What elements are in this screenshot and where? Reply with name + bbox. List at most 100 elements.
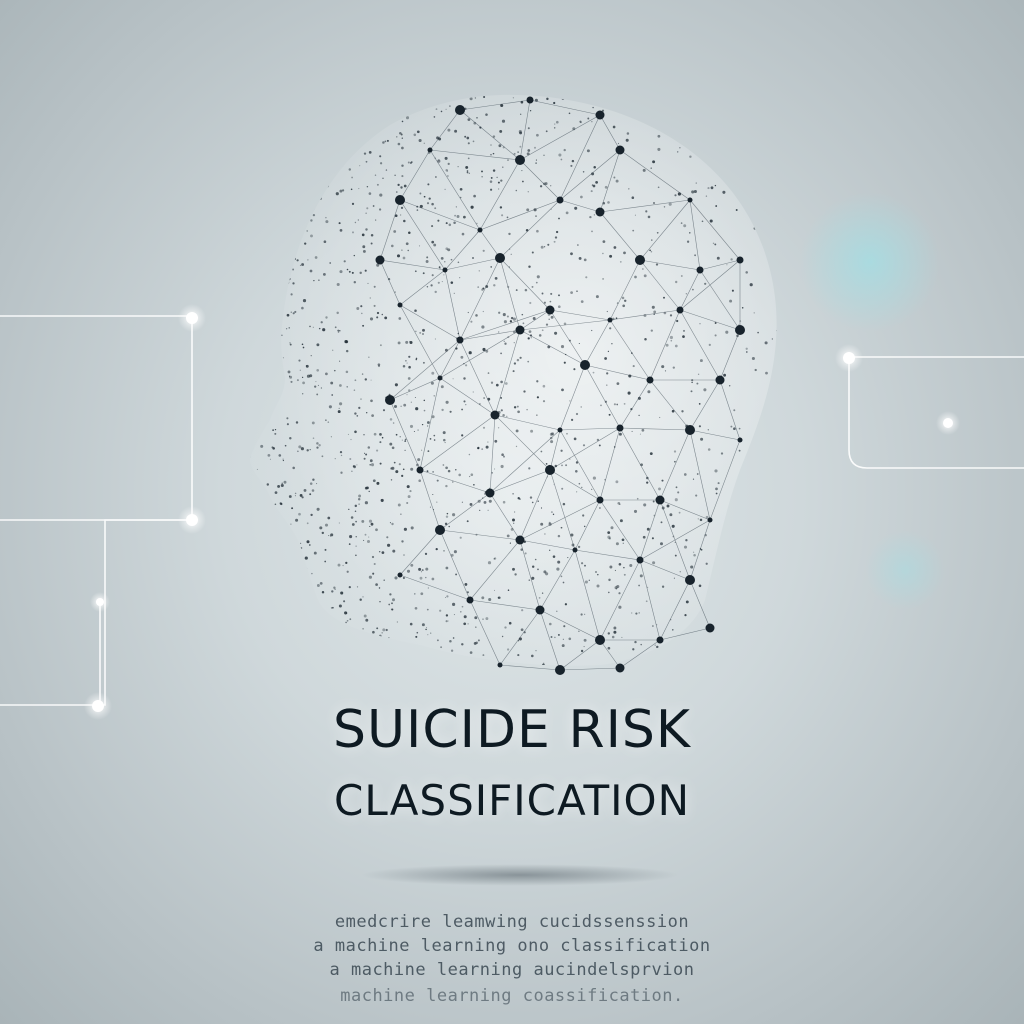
- network-edge: [649, 379, 691, 431]
- teal-glow: [865, 530, 945, 610]
- network-edge: [479, 199, 561, 231]
- network-edge: [469, 599, 541, 611]
- network-edge: [639, 259, 681, 311]
- title-shadow: [360, 864, 680, 886]
- network-edge: [419, 377, 441, 471]
- network-edge: [399, 149, 431, 201]
- network-edge: [429, 149, 481, 231]
- network-edge: [659, 579, 691, 641]
- network-node: [616, 424, 624, 432]
- network-node: [497, 662, 503, 668]
- network-edge: [599, 211, 641, 261]
- network-edge: [444, 229, 481, 271]
- network-node: [515, 325, 525, 335]
- network-node: [526, 96, 534, 104]
- network-edge: [499, 257, 521, 331]
- network-edge: [639, 259, 701, 271]
- network-edge: [609, 319, 651, 381]
- network-node: [596, 496, 604, 504]
- network-node: [655, 495, 665, 505]
- network-node: [572, 547, 578, 553]
- network-node: [737, 437, 743, 443]
- network-edge: [639, 559, 691, 581]
- network-edge: [439, 329, 521, 379]
- network-edge: [599, 559, 641, 641]
- network-edge: [459, 309, 551, 341]
- network-edge: [559, 364, 586, 431]
- network-edge: [689, 199, 741, 261]
- network-node: [395, 195, 405, 205]
- circuit-line-left: [0, 315, 193, 706]
- network-edge: [519, 99, 531, 161]
- network-edge: [549, 309, 586, 366]
- circuit-nodes-right: [835, 344, 960, 435]
- network-node: [456, 336, 464, 344]
- network-edge: [559, 667, 621, 671]
- network-edge: [459, 99, 531, 111]
- network-edge: [689, 519, 711, 581]
- network-edge: [659, 499, 711, 521]
- network-node: [535, 605, 545, 615]
- network-edge: [689, 429, 741, 441]
- network-edge: [459, 329, 521, 341]
- network-edge: [499, 609, 541, 666]
- network-node: [555, 665, 565, 675]
- network-edge: [519, 329, 586, 366]
- network-edge: [399, 199, 446, 271]
- network-edge: [689, 429, 711, 521]
- network-edge: [519, 499, 601, 541]
- network-node: [442, 267, 448, 273]
- network-edge: [489, 469, 551, 494]
- network-edge: [489, 492, 521, 541]
- network-edge: [494, 414, 551, 471]
- network-edge: [519, 159, 561, 201]
- network-edge: [479, 159, 521, 231]
- network-edge: [519, 469, 551, 541]
- network-node: [636, 556, 644, 564]
- network-node: [416, 466, 424, 474]
- network-node: [545, 305, 555, 315]
- network-node: [696, 266, 704, 274]
- network-node: [615, 145, 625, 155]
- network-edge: [439, 529, 471, 601]
- network-edge: [619, 149, 691, 201]
- network-edge: [399, 304, 441, 379]
- network-edge: [494, 329, 521, 416]
- network-node: [485, 488, 495, 498]
- head-network-icon: [250, 94, 777, 675]
- network-node: [595, 207, 605, 217]
- network-edge: [719, 379, 741, 441]
- network-edge: [659, 627, 711, 641]
- network-edge: [619, 379, 651, 429]
- circuit-line-right: [848, 356, 1024, 469]
- network-edge: [469, 539, 521, 601]
- network-node: [545, 465, 555, 475]
- network-node: [515, 535, 525, 545]
- network-edge: [389, 377, 441, 401]
- network-node: [375, 255, 385, 265]
- network-edge: [539, 549, 576, 611]
- network-edge: [399, 529, 441, 576]
- network-edge: [389, 339, 461, 401]
- network-node: [736, 256, 744, 264]
- network-edge: [399, 199, 481, 231]
- network-edge: [399, 269, 446, 306]
- network-edge: [599, 639, 621, 669]
- network-node: [635, 255, 645, 265]
- network-node: [385, 395, 395, 405]
- network-node: [580, 360, 590, 370]
- network-edge: [599, 427, 621, 501]
- network-node: [656, 636, 664, 644]
- network-node: [607, 317, 613, 323]
- network-edge: [439, 529, 521, 541]
- network-edge: [649, 309, 681, 381]
- network-node: [676, 306, 684, 314]
- network-edge: [439, 377, 496, 416]
- network-edge: [549, 469, 601, 501]
- network-edge: [379, 199, 401, 261]
- network-edge: [444, 257, 501, 271]
- network-node: [437, 375, 443, 381]
- network-edge: [689, 379, 721, 431]
- network-edge: [549, 309, 611, 321]
- network-edge: [439, 492, 491, 531]
